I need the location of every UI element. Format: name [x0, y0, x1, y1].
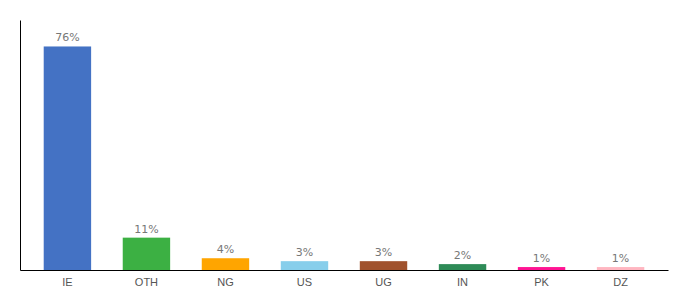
plot: 76% 11% 4% 3% 3% 2% 1% 1% IE OTH NG US UG IN PK DZ — [21, 21, 669, 288]
data-label: 11% — [134, 223, 158, 236]
data-label: 1% — [533, 252, 550, 265]
x-tick: US — [297, 276, 312, 288]
x-tick: IE — [62, 276, 72, 288]
x-tick-label: IN — [457, 276, 468, 288]
x-tick: UG — [375, 276, 392, 288]
data-label: 4% — [217, 243, 234, 256]
data-label: 76% — [55, 31, 79, 44]
y-axis-line — [20, 21, 21, 271]
x-tick-label: DZ — [613, 276, 628, 288]
x-axis-line — [21, 270, 669, 271]
x-tick-label: PK — [534, 276, 549, 288]
bar — [44, 46, 91, 270]
x-tick-label: NG — [217, 276, 234, 288]
x-tick-label: OTH — [135, 276, 158, 288]
data-label: 3% — [375, 246, 392, 259]
x-tick: OTH — [135, 276, 158, 288]
bars — [44, 46, 645, 270]
x-tick: NG — [217, 276, 234, 288]
x-tick: IN — [457, 276, 468, 288]
chart: 76% 11% 4% 3% 3% 2% 1% 1% IE OTH NG US UG IN PK DZ — [0, 0, 680, 300]
data-label: 3% — [296, 246, 313, 259]
data-label: 1% — [612, 252, 629, 265]
y-axis — [20, 21, 21, 271]
bar — [281, 261, 328, 270]
data-labels: 76% 11% 4% 3% 3% 2% 1% 1% — [55, 31, 629, 265]
bar — [439, 264, 486, 270]
x-tick-label: IE — [62, 276, 72, 288]
bar — [597, 267, 644, 270]
x-axis: IE OTH NG US UG IN PK DZ — [21, 271, 669, 288]
x-tick-label: UG — [375, 276, 392, 288]
bar — [123, 238, 170, 270]
x-tick: DZ — [613, 276, 628, 288]
x-tick: PK — [534, 276, 549, 288]
bar — [360, 261, 407, 270]
bar — [518, 267, 565, 270]
bar — [202, 258, 249, 270]
x-tick-label: US — [297, 276, 312, 288]
data-label: 2% — [454, 249, 471, 262]
